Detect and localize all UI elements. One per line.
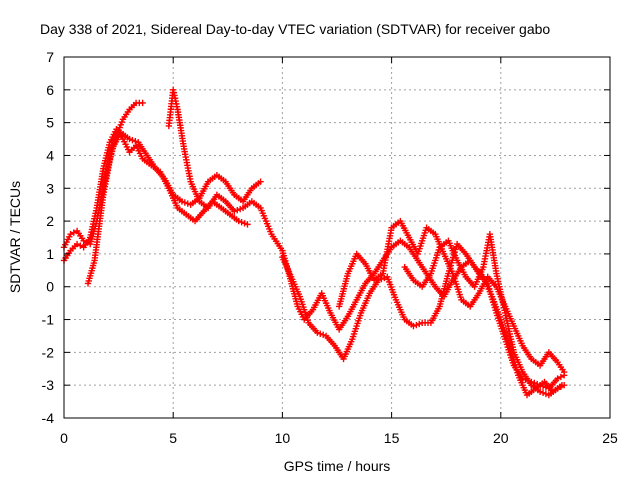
data-point [410,322,417,330]
y-tick-label: 2 [46,213,54,229]
data-point [560,381,568,389]
y-tick-label: 7 [46,49,54,65]
x-tick-label: 5 [169,430,177,446]
y-axis-label: SDTVAR / TECUs [7,181,23,293]
data-point [67,231,74,238]
data-point [231,208,238,215]
y-tick-label: 5 [46,115,54,131]
series-layer [60,86,568,399]
x-tick-label: 10 [275,430,291,446]
chart-title: Day 338 of 2021, Sidereal Day-to-day VTE… [40,21,550,37]
grid [64,57,610,418]
x-tick-label: 20 [493,430,509,446]
x-axis-label: GPS time / hours [284,458,391,474]
y-tick-label: 3 [46,180,54,196]
data-point [126,135,133,143]
data-point-fill [539,389,547,397]
series-track-3 [84,129,264,287]
data-point-fill [70,229,78,236]
series-track-6 [335,217,568,376]
data-point-fill [77,242,84,249]
data-point-fill [129,136,136,144]
y-tick-label: 0 [46,279,54,295]
series-track-1 [60,99,146,251]
data-point [178,198,186,205]
data-point-fill [241,220,248,227]
data-point [314,329,321,336]
data-point [536,388,544,395]
y-tick-label: -2 [42,344,55,360]
data-point-fill [132,138,139,145]
data-point-fill [381,274,388,282]
data-point-fill [236,205,244,213]
data-point [235,217,242,225]
series-track-2 [60,126,251,264]
x-tick-label: 15 [384,430,400,446]
y-tick-label: 6 [46,82,54,98]
data-point-fill [317,330,324,337]
series-line [168,89,565,390]
data-point-fill [413,321,420,329]
x-tick-label: 0 [60,430,68,446]
data-point [139,99,146,107]
x-tick-label: 25 [602,430,618,446]
y-tick-label: -3 [42,377,55,393]
data-point-fill [557,383,565,391]
data-point-fill [234,206,241,214]
series-track-7 [401,231,568,399]
y-tick-label: 4 [46,147,54,163]
data-point [560,368,568,376]
data-point-fill [238,218,245,226]
y-tick-label: 1 [46,246,54,262]
data-point [257,178,264,185]
data-point-fill [557,373,565,381]
y-tick-label: -1 [42,312,55,328]
data-point [80,237,87,244]
data-point-fill [416,320,423,328]
data-point [554,385,561,392]
plot-frame [63,56,611,419]
data-point-fill [319,331,327,339]
data-point [73,240,81,248]
y-tick-label: -4 [42,410,55,426]
axis-ticks: 0 5 10 15 20 25 -4 -3 -2 -1 0 1 2 3 4 5 6 7 [42,49,618,446]
data-point-fill [181,199,189,206]
data-point [554,375,561,382]
data-point [244,221,251,228]
